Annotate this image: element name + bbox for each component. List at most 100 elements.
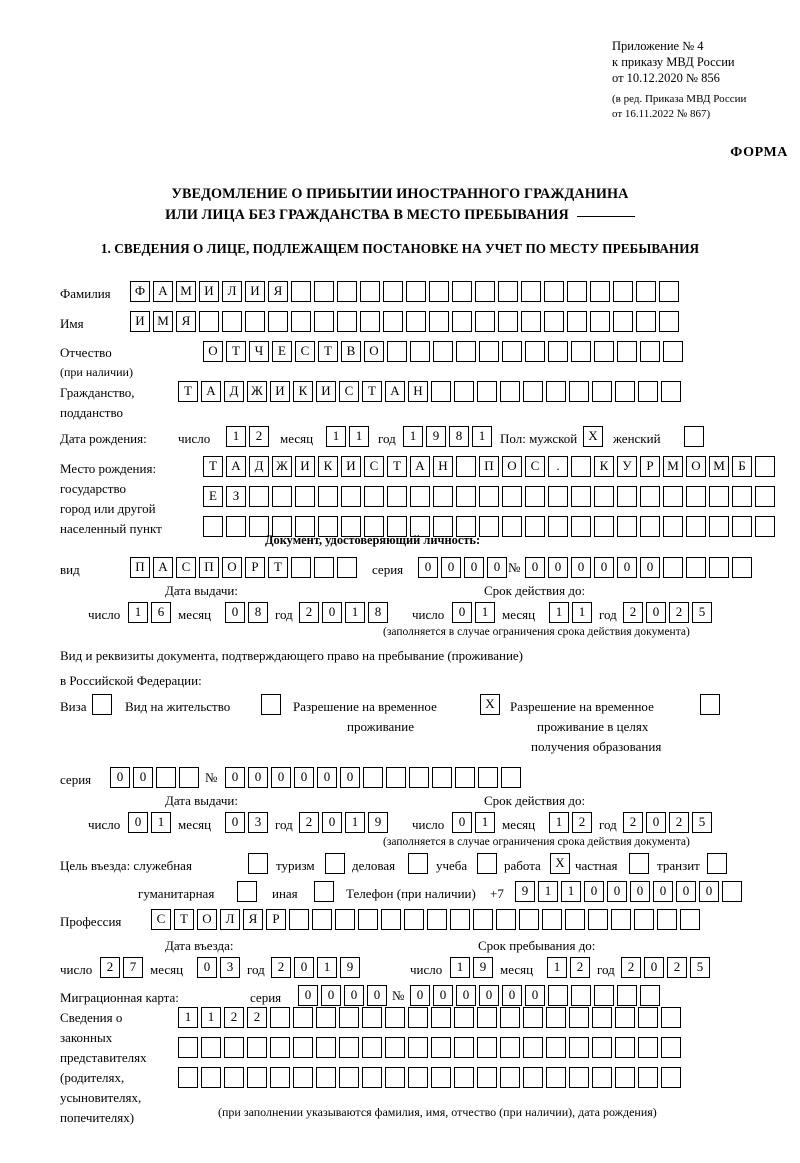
char-box[interactable]: 0 [617,557,637,578]
char-box[interactable]: 2 [271,957,291,978]
char-box[interactable] [707,853,727,874]
char-box[interactable] [615,381,635,402]
char-box[interactable] [680,909,700,930]
char-box[interactable]: 0 [630,881,650,902]
char-box[interactable] [640,341,660,362]
char-box[interactable] [475,281,495,302]
char-box[interactable] [318,486,338,507]
legal-rep-row2-boxes[interactable] [178,1037,684,1058]
char-box[interactable]: 3 [248,812,268,833]
temp-residence-checkbox[interactable]: X [480,694,503,715]
char-box[interactable] [548,516,568,537]
char-box[interactable] [629,853,649,874]
char-box[interactable] [431,1007,451,1028]
char-box[interactable] [548,985,568,1006]
sex-male-checkbox[interactable]: X [583,426,606,447]
char-box[interactable]: 0 [525,557,545,578]
char-box[interactable]: 2 [623,812,643,833]
char-box[interactable] [709,557,729,578]
char-box[interactable] [638,1037,658,1058]
char-box[interactable] [640,486,660,507]
char-box[interactable]: К [594,456,614,477]
char-box[interactable]: Д [249,456,269,477]
char-box[interactable]: К [293,381,313,402]
char-box[interactable] [523,1007,543,1028]
char-box[interactable] [500,1007,520,1028]
char-box[interactable]: Е [203,486,223,507]
char-box[interactable] [431,381,451,402]
char-box[interactable] [325,853,345,874]
char-box[interactable] [295,516,315,537]
char-box[interactable] [226,516,246,537]
char-box[interactable] [617,341,637,362]
char-box[interactable] [569,1007,589,1028]
char-box[interactable]: 1 [349,426,369,447]
char-box[interactable] [722,881,742,902]
char-box[interactable]: О [686,456,706,477]
char-box[interactable]: 2 [623,602,643,623]
char-box[interactable] [385,1037,405,1058]
char-box[interactable] [314,281,334,302]
char-box[interactable] [454,381,474,402]
char-box[interactable]: 0 [367,985,387,1006]
char-box[interactable]: Я [243,909,263,930]
char-box[interactable]: 0 [464,557,484,578]
char-box[interactable] [640,516,660,537]
char-box[interactable]: П [130,557,150,578]
char-box[interactable] [409,767,429,788]
char-box[interactable] [362,1007,382,1028]
char-box[interactable] [732,516,752,537]
char-box[interactable]: Т [226,341,246,362]
char-box[interactable] [571,985,591,1006]
char-box[interactable]: Т [203,456,223,477]
char-box[interactable]: Р [245,557,265,578]
char-box[interactable] [385,1067,405,1088]
char-box[interactable]: 1 [538,881,558,902]
char-box[interactable]: 1 [475,602,495,623]
char-box[interactable] [569,1037,589,1058]
char-box[interactable]: 1 [128,602,148,623]
char-box[interactable]: 1 [317,957,337,978]
char-box[interactable]: Р [640,456,660,477]
char-box[interactable] [544,281,564,302]
char-box[interactable] [291,311,311,332]
char-box[interactable] [636,281,656,302]
char-box[interactable] [611,909,631,930]
char-box[interactable] [638,381,658,402]
char-box[interactable] [362,1067,382,1088]
char-box[interactable]: 7 [123,957,143,978]
char-box[interactable] [431,1067,451,1088]
purpose-work-checkbox[interactable]: X [550,853,573,874]
char-box[interactable]: 1 [178,1007,198,1028]
char-box[interactable] [663,486,683,507]
char-box[interactable] [293,1067,313,1088]
char-box[interactable] [548,341,568,362]
char-box[interactable]: 9 [426,426,446,447]
char-box[interactable]: 0 [452,812,472,833]
char-box[interactable]: М [176,281,196,302]
char-box[interactable] [571,486,591,507]
char-box[interactable]: П [199,557,219,578]
char-box[interactable]: О [222,557,242,578]
char-box[interactable] [617,486,637,507]
char-box[interactable]: 0 [317,767,337,788]
char-box[interactable] [617,985,637,1006]
char-box[interactable] [638,1007,658,1028]
char-box[interactable] [571,516,591,537]
char-box[interactable]: X [550,853,570,874]
char-box[interactable] [542,909,562,930]
birthplace-row3-boxes[interactable] [203,516,778,537]
char-box[interactable]: Б [732,456,752,477]
char-box[interactable] [293,1037,313,1058]
